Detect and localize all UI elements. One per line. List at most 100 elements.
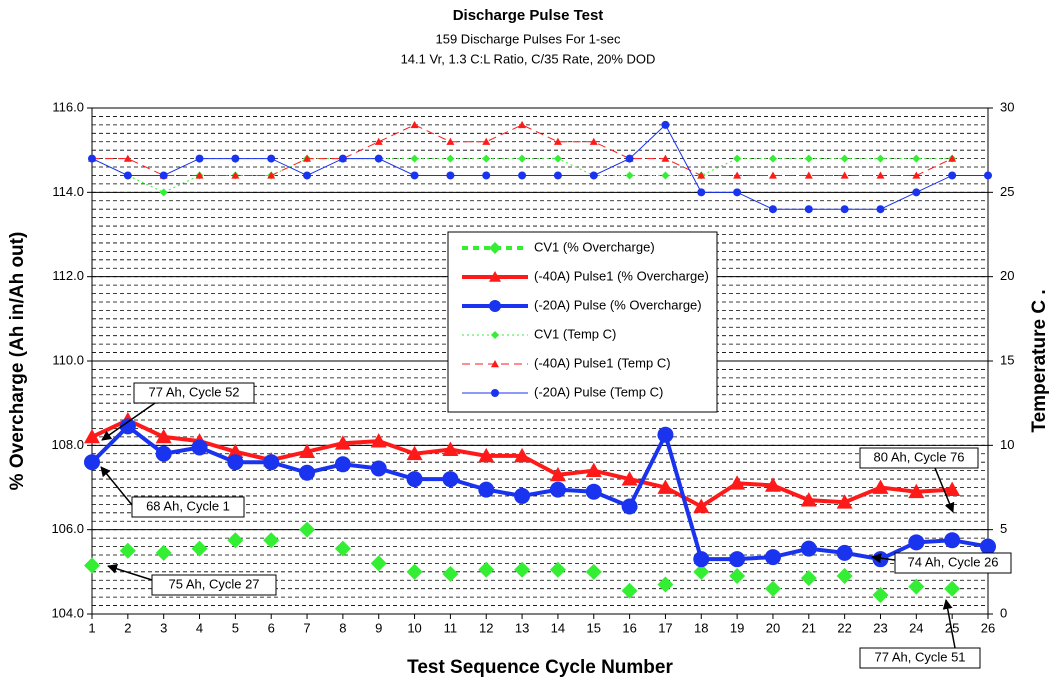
point (585, 563, 602, 580)
point (489, 271, 501, 282)
x-tick-label: 8 (339, 620, 346, 635)
point (768, 171, 777, 179)
point (231, 171, 240, 179)
point (657, 426, 674, 443)
point (908, 483, 925, 499)
point (944, 481, 961, 497)
point (693, 563, 710, 580)
point (876, 171, 885, 179)
x-tick-label: 5 (232, 620, 239, 635)
point (231, 154, 240, 163)
point (589, 171, 598, 180)
point (410, 171, 419, 180)
point (406, 445, 423, 461)
x-tick-label: 15 (587, 620, 601, 635)
annotation-arrow (934, 467, 955, 513)
x-tick-label: 22 (837, 620, 851, 635)
point (764, 549, 781, 566)
y2-tick-label: 20 (1000, 268, 1014, 283)
point (446, 154, 455, 163)
point (478, 481, 495, 498)
legend-label: (-40A) Pulse1 (% Overcharge) (534, 268, 709, 283)
point (195, 171, 204, 179)
point (553, 137, 562, 145)
annotation-box (131, 496, 245, 518)
point (263, 454, 280, 471)
point (836, 544, 853, 561)
point (227, 532, 244, 549)
point (840, 171, 849, 179)
annotation-box (859, 447, 979, 469)
point (478, 561, 495, 578)
point (159, 171, 168, 180)
point (84, 454, 100, 471)
series-line (91, 124, 988, 210)
x-tick-label: 14 (551, 620, 565, 635)
point (908, 534, 925, 551)
point (621, 471, 638, 486)
point (840, 205, 849, 214)
x-tick-label: 16 (622, 620, 636, 635)
x-tick-label: 7 (303, 620, 310, 635)
x-tick-label: 26 (981, 620, 995, 635)
point (518, 171, 527, 180)
point (299, 521, 316, 538)
y-tick-label: 110.0 (52, 352, 84, 367)
plot-frame (91, 107, 989, 615)
point (549, 481, 566, 498)
point (489, 300, 501, 312)
point (227, 443, 244, 459)
point (374, 137, 383, 145)
point (944, 580, 961, 597)
point (948, 171, 957, 180)
annotation: 77 Ah, Cycle 51 (874, 649, 965, 664)
y2-tick-label: 25 (1000, 184, 1014, 199)
annotation-arrow (942, 599, 956, 649)
point (299, 464, 316, 481)
annotation-box (151, 574, 277, 596)
annotation: 77 Ah, Cycle 52 (148, 384, 239, 399)
annotation: 74 Ah, Cycle 26 (907, 554, 998, 569)
annotation: 80 Ah, Cycle 76 (873, 449, 964, 464)
point (804, 171, 813, 179)
point (729, 568, 746, 585)
point (123, 154, 132, 162)
x-tick-label: 11 (444, 620, 458, 635)
point (948, 154, 957, 162)
chart-subtitle: 159 Discharge Pulses For 1-sec (436, 31, 621, 46)
point (661, 171, 670, 180)
point (733, 154, 742, 163)
y2-tick-label: 5 (1000, 521, 1007, 536)
point (489, 242, 501, 254)
point (159, 188, 168, 197)
point (585, 483, 602, 500)
x-tick-label: 2 (124, 620, 131, 635)
point (800, 492, 817, 507)
point (491, 331, 499, 339)
point (518, 154, 527, 163)
x-tick-label: 10 (407, 620, 421, 635)
point (267, 171, 276, 179)
point (549, 466, 566, 482)
point (625, 154, 634, 163)
annotation: 68 Ah, Cycle 1 (146, 498, 230, 513)
legend-box (447, 231, 718, 413)
x-tick-label: 6 (268, 620, 275, 635)
y-tick-label: 114.0 (52, 184, 84, 199)
point (446, 137, 455, 145)
annotation-arrow (871, 553, 896, 564)
point (514, 487, 531, 504)
point (657, 479, 674, 494)
legend-label: (-20A) Pulse (Temp C) (534, 384, 663, 399)
point (876, 154, 885, 163)
y2-tick-label: 15 (1000, 352, 1014, 367)
point (227, 454, 244, 471)
point (514, 561, 531, 578)
point (338, 154, 347, 163)
point (303, 171, 312, 180)
point (693, 551, 710, 568)
point (406, 471, 423, 488)
point (442, 565, 459, 582)
point (912, 171, 921, 179)
point (442, 471, 459, 488)
